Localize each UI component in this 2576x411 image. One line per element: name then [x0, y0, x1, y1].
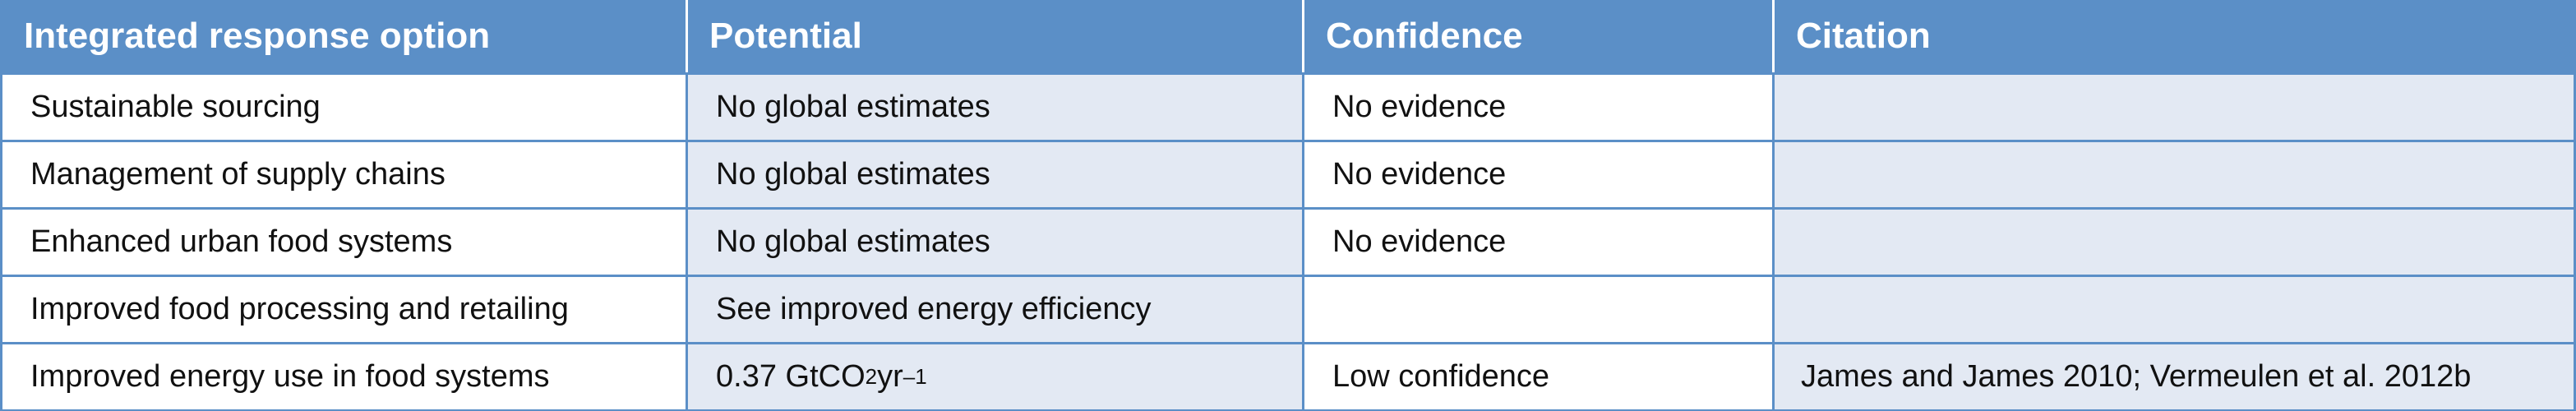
- cell-confidence: No evidence: [1304, 75, 1775, 140]
- table-row: Improved food processing and retailing S…: [2, 275, 2574, 342]
- header-potential: Potential: [688, 0, 1304, 72]
- cell-option: Improved food processing and retailing: [2, 277, 688, 342]
- header-option: Integrated response option: [2, 0, 688, 72]
- cell-option: Enhanced urban food systems: [2, 210, 688, 275]
- cell-confidence: Low confidence: [1304, 344, 1775, 409]
- cell-citation: James and James 2010; Vermeulen et al. 2…: [1775, 344, 2574, 409]
- cell-potential: No global estimates: [688, 142, 1304, 207]
- cell-confidence: No evidence: [1304, 142, 1775, 207]
- table-row: Enhanced urban food systems No global es…: [2, 207, 2574, 275]
- cell-potential: 0.37 GtCO 2 yr –1: [688, 344, 1304, 409]
- table-header-row: Integrated response option Potential Con…: [2, 0, 2574, 72]
- cell-option: Sustainable sourcing: [2, 75, 688, 140]
- cell-citation: [1775, 277, 2574, 342]
- cell-option: Improved energy use in food systems: [2, 344, 688, 409]
- cell-potential: No global estimates: [688, 75, 1304, 140]
- cell-option: Management of supply chains: [2, 142, 688, 207]
- cell-citation: [1775, 210, 2574, 275]
- potential-superscript: –1: [903, 364, 927, 389]
- table-row: Improved energy use in food systems 0.37…: [2, 342, 2574, 409]
- cell-confidence: No evidence: [1304, 210, 1775, 275]
- potential-subscript: 2: [865, 364, 878, 389]
- cell-citation: [1775, 142, 2574, 207]
- cell-potential: No global estimates: [688, 210, 1304, 275]
- potential-unit: yr: [877, 359, 903, 394]
- cell-citation: [1775, 75, 2574, 140]
- potential-value: 0.37 GtCO: [716, 359, 866, 394]
- header-citation: Citation: [1796, 16, 1931, 56]
- header-confidence: Confidence: [1304, 0, 1775, 72]
- table-row: Sustainable sourcing No global estimates…: [2, 72, 2574, 140]
- cell-potential: See improved energy efficiency: [688, 277, 1304, 342]
- table-row: Management of supply chains No global es…: [2, 140, 2574, 207]
- cell-confidence: [1304, 277, 1775, 342]
